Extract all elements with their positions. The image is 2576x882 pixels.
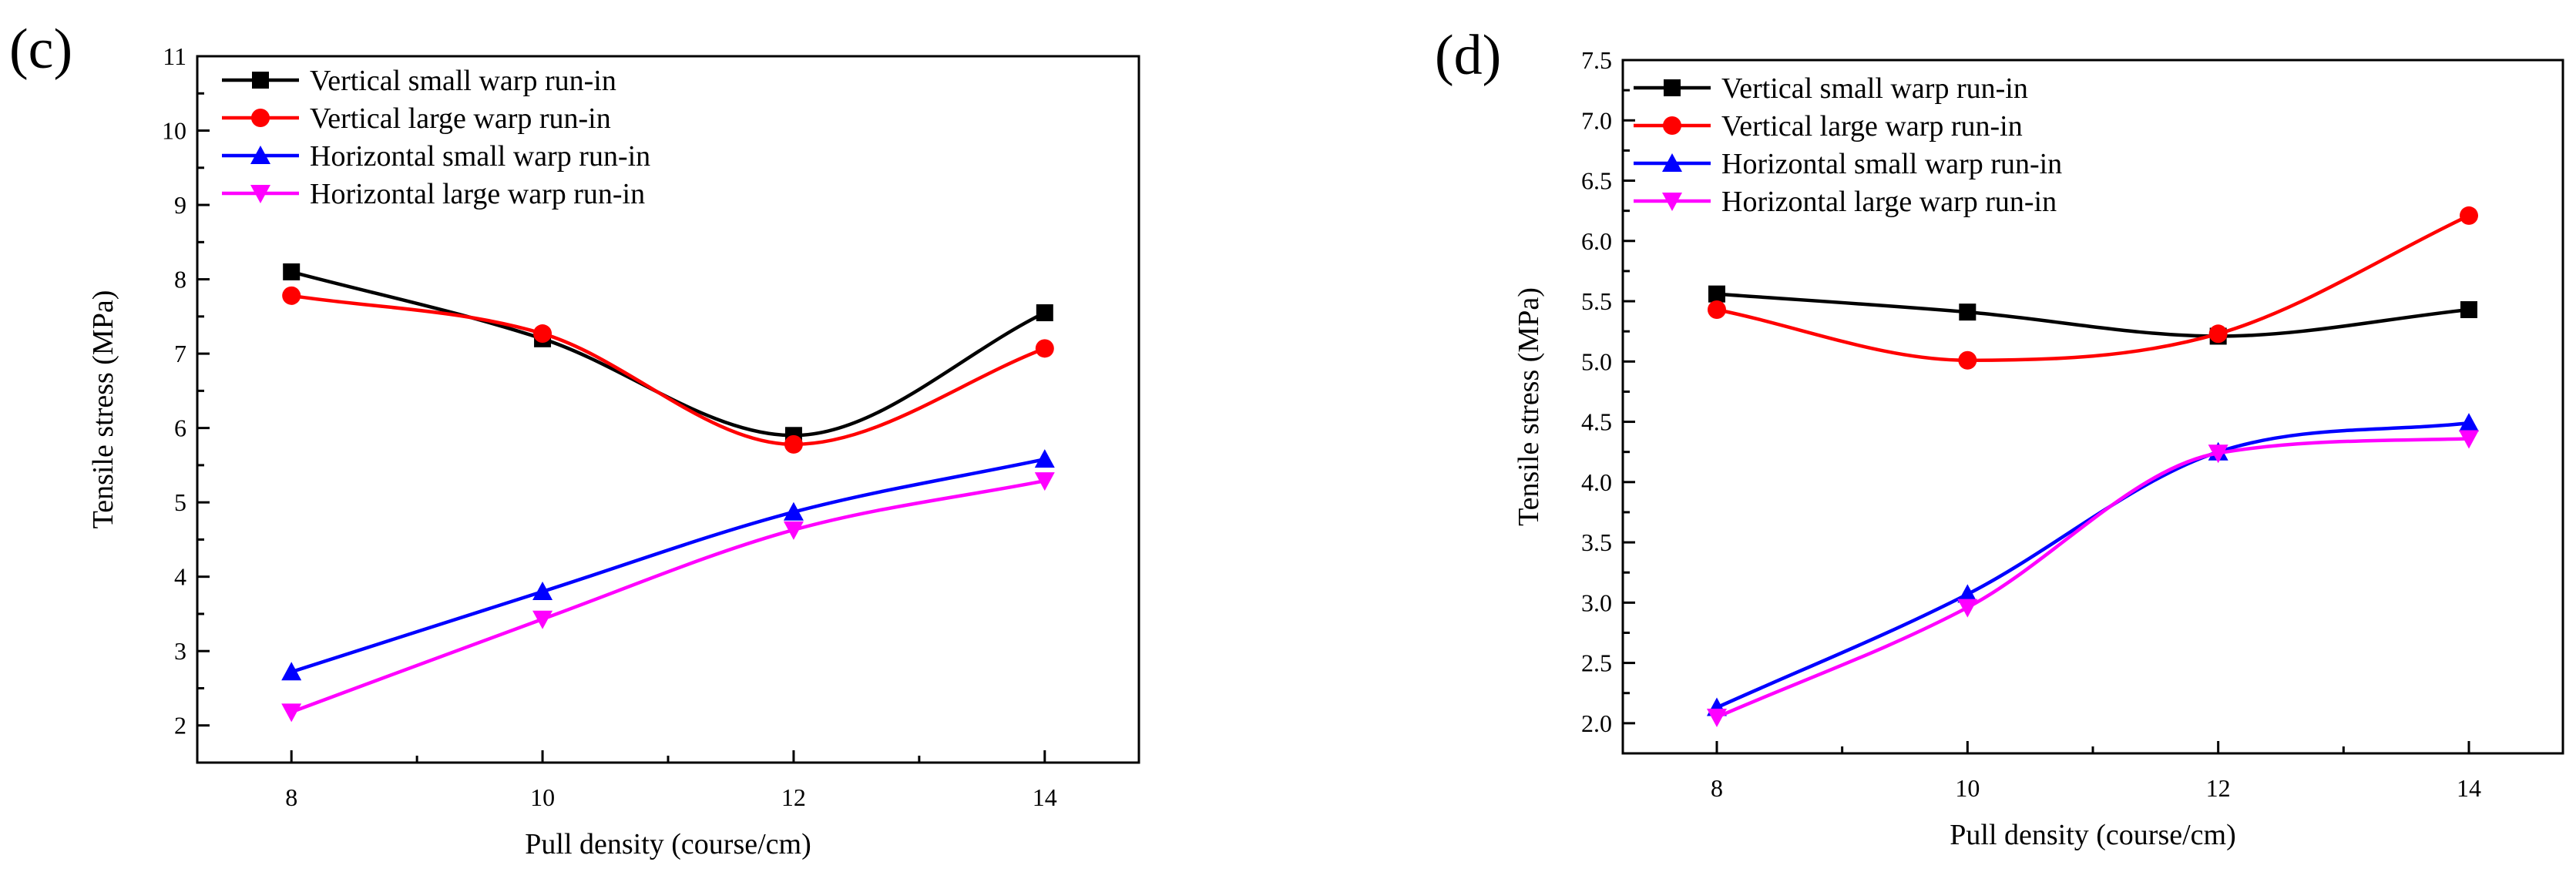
data-point-s3-3 — [2459, 430, 2479, 449]
data-point-s1-3 — [2460, 206, 2478, 225]
x-tick-label: 14 — [1033, 783, 1057, 811]
data-point-s1-3 — [1035, 339, 1054, 358]
y-tick-label: 2.0 — [1581, 709, 1612, 737]
y-tick-label: 3 — [174, 637, 186, 665]
x-tick-label: 12 — [781, 783, 806, 811]
y-tick-label: 4 — [174, 563, 186, 591]
y-tick-label: 10 — [162, 117, 186, 145]
series-line-3 — [291, 478, 1046, 714]
data-point-s0-1 — [1959, 304, 1977, 321]
legend-marker-2 — [1662, 153, 1682, 172]
x-axis-title: Pull density (course/cm) — [1950, 819, 2235, 851]
data-point-s0-3 — [2460, 301, 2477, 318]
series-line-1 — [1716, 213, 2470, 362]
data-point-s3-3 — [1034, 472, 1055, 491]
data-point-s1-0 — [1708, 300, 1726, 319]
x-tick-label: 14 — [2457, 774, 2481, 802]
series-line-0 — [291, 270, 1046, 438]
legend-label-0: Vertical small warp run-in — [1721, 72, 2028, 105]
legend-marker-2 — [250, 146, 270, 164]
data-point-s3-2 — [783, 521, 804, 540]
data-point-s1-0 — [282, 286, 301, 305]
y-axis-title: Tensile stress (MPa) — [87, 290, 119, 529]
legend-marker-0 — [252, 72, 269, 89]
data-point-s1-2 — [784, 434, 803, 454]
data-point-s3-0 — [281, 703, 302, 723]
series-line-2 — [1716, 421, 2470, 709]
data-point-s0-3 — [1036, 304, 1053, 322]
legend-label-1: Vertical large warp run-in — [310, 102, 611, 135]
series-line-2 — [291, 457, 1046, 674]
y-tick-label: 5.5 — [1581, 287, 1612, 315]
y-tick-label: 3.5 — [1581, 528, 1612, 556]
data-point-s1-1 — [533, 324, 552, 344]
y-tick-label: 8 — [174, 266, 186, 293]
x-tick-label: 12 — [2206, 774, 2231, 802]
series-line-0 — [1716, 292, 2470, 338]
y-tick-label: 11 — [163, 42, 186, 70]
x-tick-label: 8 — [285, 783, 297, 811]
series-line-3 — [1716, 437, 2470, 719]
data-point-s2-2 — [783, 501, 804, 521]
panel-label: (c) — [9, 18, 72, 81]
data-point-s3-0 — [1707, 709, 1727, 728]
y-tick-label: 2.5 — [1581, 649, 1612, 677]
data-point-s1-1 — [1958, 350, 1977, 370]
y-tick-label: 5 — [174, 488, 186, 516]
data-point-s0-0 — [1708, 285, 1725, 303]
x-tick-label: 10 — [1955, 774, 1980, 802]
y-tick-label: 7.0 — [1581, 106, 1612, 134]
data-point-s2-1 — [1957, 584, 1978, 603]
data-point-s2-3 — [2459, 413, 2479, 432]
y-tick-label: 2 — [174, 712, 186, 739]
legend-label-0: Vertical small warp run-in — [310, 65, 616, 97]
data-point-s1-2 — [2208, 324, 2228, 344]
panel-label: (d) — [1435, 24, 1501, 87]
data-point-s2-0 — [281, 662, 302, 681]
y-tick-label: 5.0 — [1581, 347, 1612, 375]
y-tick-label: 4.5 — [1581, 408, 1612, 436]
data-point-s0-0 — [283, 263, 301, 280]
series-line-1 — [291, 293, 1046, 447]
data-point-s2-3 — [1034, 449, 1055, 468]
legend-marker-0 — [1664, 79, 1681, 96]
legend-label-2: Horizontal small warp run-in — [310, 140, 650, 173]
legend-marker-3 — [250, 185, 270, 203]
legend-label-2: Horizontal small warp run-in — [1721, 148, 2062, 180]
legend-label-1: Vertical large warp run-in — [1721, 110, 2023, 143]
chart-panel-1: (d) 2.0 2.5 3.0 3.5 4.0 4.5 5.0 5.5 6.0 6.5 7.0 7.5 8… — [1435, 24, 2564, 851]
legend-label-3: Horizontal large warp run-in — [310, 178, 645, 210]
y-axis-title: Tensile stress (MPa) — [1513, 287, 1545, 526]
chart-panel-0: (c) 2 3 4 5 6 7 8 9 10 11 8 10 12 14 Pull density (cour… — [9, 18, 1140, 860]
legend-marker-1 — [251, 109, 270, 127]
y-tick-label: 4.0 — [1581, 468, 1612, 496]
y-tick-label: 6 — [174, 414, 186, 442]
data-point-s3-1 — [532, 610, 553, 629]
y-tick-label: 3.0 — [1581, 589, 1612, 616]
data-point-s3-2 — [2208, 444, 2228, 464]
data-point-s2-1 — [532, 581, 553, 600]
y-tick-label: 7.5 — [1581, 46, 1612, 74]
x-tick-label: 10 — [530, 783, 555, 811]
x-tick-label: 8 — [1711, 774, 1723, 802]
legend-marker-3 — [1662, 193, 1682, 211]
y-tick-label: 6.5 — [1581, 167, 1612, 195]
x-axis-title: Pull density (course/cm) — [525, 828, 811, 860]
legend-marker-1 — [1663, 116, 1681, 135]
y-tick-label: 9 — [174, 191, 186, 219]
data-point-s3-1 — [1957, 599, 1978, 618]
y-tick-label: 6.0 — [1581, 227, 1612, 255]
legend-label-3: Horizontal large warp run-in — [1721, 186, 2057, 218]
y-tick-label: 7 — [174, 340, 186, 367]
